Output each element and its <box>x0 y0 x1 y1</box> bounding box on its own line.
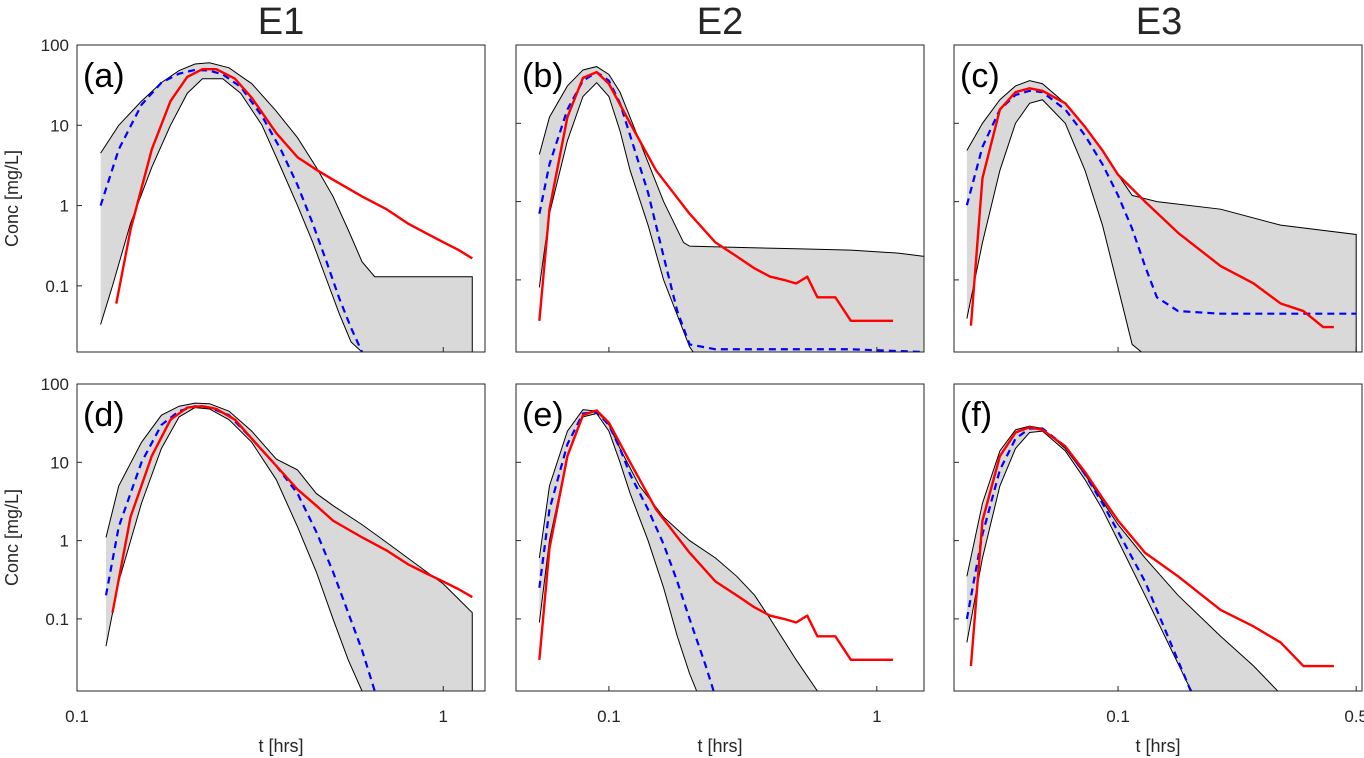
panel-c: (c) <box>953 44 1363 353</box>
panel-label: (d) <box>83 396 125 434</box>
x-tick-label: 0.1 <box>1106 707 1130 726</box>
band-upper-line <box>966 425 1279 691</box>
axes-frame <box>515 44 925 353</box>
y-tick-label: 10 <box>50 453 69 472</box>
panel-d: 100 10 1 0.1 0.1 1 (d) Conc [mg/L] t [hrs] <box>2 375 486 756</box>
column-title-e3: E3 <box>1136 1 1182 43</box>
panel-label: (c) <box>960 57 1000 95</box>
observed-line <box>538 70 894 323</box>
x-tick-label: 1 <box>439 707 448 726</box>
observed-line <box>115 67 473 304</box>
band-upper-line <box>538 66 924 352</box>
plot-area <box>965 80 1357 352</box>
y-tick-label: 100 <box>41 375 69 394</box>
axes-frame <box>76 44 486 353</box>
median-line <box>965 427 1192 691</box>
band-upper-line <box>100 62 473 352</box>
prediction-band <box>100 62 473 352</box>
plot-area <box>965 425 1334 691</box>
band-lower-line <box>966 430 1193 691</box>
axes-frame <box>953 44 1363 353</box>
band-lower-line <box>538 81 694 352</box>
column-titles: E1 E2 E3 <box>258 1 1182 43</box>
panel-label: (b) <box>522 57 564 95</box>
panel-e: 0.1 1 (e) t [hrs] <box>515 383 925 756</box>
y-tick-label: 100 <box>41 36 69 55</box>
axes-frame <box>953 383 1363 692</box>
median-line <box>99 68 364 352</box>
panel-a: 100 10 1 0.1 (a) Conc [mg/L] <box>2 36 486 353</box>
panel-b: (b) <box>515 44 925 353</box>
column-title-e2: E2 <box>697 1 743 43</box>
median-line <box>538 410 715 691</box>
prediction-band <box>966 426 1278 691</box>
x-tick-label: 0.5 <box>1344 707 1364 726</box>
plot-area <box>99 62 473 352</box>
panel-f: 0.1 0.5 (f) t [hrs] <box>953 383 1364 756</box>
panel-label: (a) <box>83 57 125 95</box>
band-lower-line <box>100 78 363 352</box>
plot-area <box>538 409 894 691</box>
x-tick-label: 0.1 <box>65 707 89 726</box>
observed-line <box>111 405 473 613</box>
x-axis-label: t [hrs] <box>697 736 742 756</box>
prediction-band <box>539 66 924 352</box>
plot-area <box>538 66 924 352</box>
column-title-e1: E1 <box>258 1 304 43</box>
panel-label: (e) <box>522 396 564 434</box>
band-upper-line <box>538 409 818 691</box>
x-axis-label: t [hrs] <box>1135 736 1180 756</box>
y-tick-label: 1 <box>60 197 69 216</box>
median-line <box>965 89 1357 315</box>
y-tick-label: 1 <box>60 532 69 551</box>
axes-frame <box>76 383 486 692</box>
plot-area <box>104 402 473 691</box>
median-line <box>104 405 376 691</box>
x-tick-label: 1 <box>872 707 881 726</box>
x-tick-label: 0.1 <box>597 707 621 726</box>
prediction-band <box>966 80 1357 352</box>
y-axis-label: Conc [mg/L] <box>2 489 22 586</box>
y-tick-label: 0.1 <box>45 610 69 629</box>
y-tick-label: 0.1 <box>45 277 69 296</box>
observed-line <box>538 409 894 662</box>
panel-label: (f) <box>960 396 992 434</box>
observed-line <box>969 87 1334 329</box>
x-axis-label: t [hrs] <box>258 736 303 756</box>
y-tick-label: 10 <box>50 116 69 135</box>
band-lower-line <box>966 99 1143 352</box>
prediction-band <box>539 409 818 691</box>
axes-frame <box>515 383 925 692</box>
band-lower-line <box>105 407 363 691</box>
observed-line <box>969 426 1334 668</box>
y-axis-label: Conc [mg/L] <box>2 150 22 247</box>
prediction-band <box>106 403 473 691</box>
